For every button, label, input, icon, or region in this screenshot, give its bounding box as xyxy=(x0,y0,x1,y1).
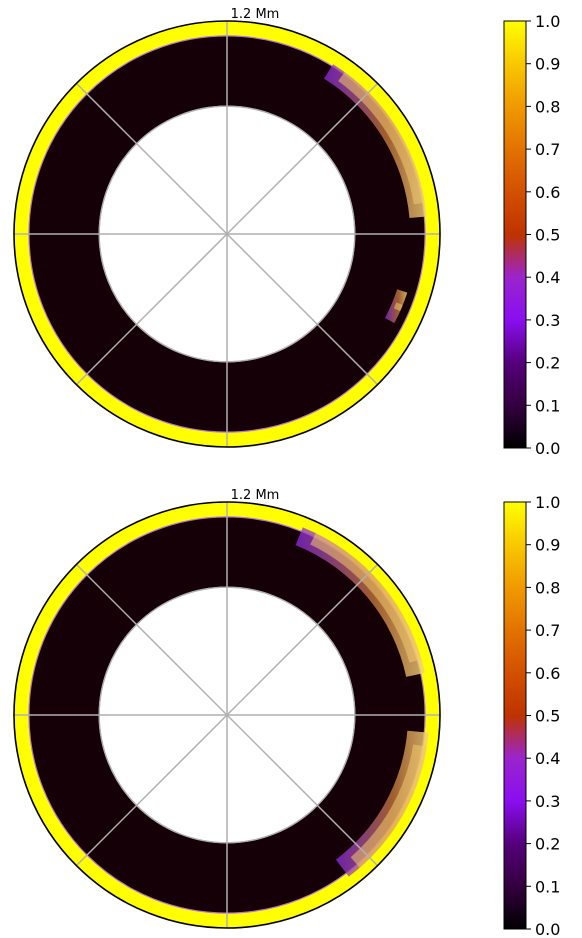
colorbar-tick-label: 0.7 xyxy=(535,621,560,640)
colorbar-tick-label: 0.6 xyxy=(535,183,560,202)
colorbar-tick-label: 1.0 xyxy=(535,493,560,512)
colorbar-tick-label: 0.3 xyxy=(535,792,560,811)
polar-frame xyxy=(13,20,441,448)
colorbar-tick-label: 0.4 xyxy=(535,749,560,768)
grid-spoke xyxy=(75,233,228,386)
colorbar-tick-label: 1.0 xyxy=(535,12,560,31)
colorbar-tick-label: 0.1 xyxy=(535,396,560,415)
feature-streak-0 xyxy=(295,527,425,677)
colorbar-tick-label: 0.9 xyxy=(535,536,560,555)
colorbar-tick-label: 0.1 xyxy=(535,877,560,896)
grid-circle xyxy=(98,586,356,844)
colorbar-tick-label: 0.0 xyxy=(535,920,560,938)
colorbar-gradient xyxy=(503,501,527,930)
grid-spoke xyxy=(226,563,379,716)
colorbar-tick-label: 0.2 xyxy=(535,354,560,373)
colorbar-bottom: 0.0 0.1 0.2 0.3 0.4 0.5 0.6 0.7 0.8 0.9 1.0 xyxy=(503,493,560,938)
colorbar-top: 0.0 0.1 0.2 0.3 0.4 0.5 0.6 0.7 0.8 0.9 1.0 xyxy=(503,12,560,458)
colorbar-gradient xyxy=(503,20,527,449)
grid-spoke xyxy=(226,233,379,386)
colorbar-tick-label: 0.4 xyxy=(535,268,560,287)
feature-core-0 xyxy=(338,72,425,205)
grid-spoke xyxy=(226,714,379,867)
grid-spoke xyxy=(75,714,228,867)
grid-spoke xyxy=(75,82,228,235)
feature-core-1 xyxy=(393,302,403,312)
colorbar-tick-label: 0.8 xyxy=(535,97,560,116)
colorbar-tick-label: 0.3 xyxy=(535,311,560,330)
colorbar-tick-label: 0.5 xyxy=(535,707,560,726)
colorbar-tick-label: 0.9 xyxy=(535,55,560,74)
feature-streak-1 xyxy=(335,730,429,877)
colorbar-tick-label: 0.8 xyxy=(535,578,560,597)
grid-circle xyxy=(98,105,356,363)
feature-core-0 xyxy=(310,533,422,663)
top-radius-label: 1.2 Mm xyxy=(231,7,280,22)
colorbar-tick-label: 0.2 xyxy=(535,835,560,854)
top-radius-label: 1.2 Mm xyxy=(231,488,280,503)
polar-plot-top: 1.2 Mm xyxy=(13,7,441,448)
colorbar-tick-label: 0.7 xyxy=(535,140,560,159)
grid-spoke xyxy=(226,82,379,235)
polar-plot-bottom: 1.2 Mm xyxy=(13,488,441,929)
grid-spoke xyxy=(75,563,228,716)
polar-frame xyxy=(13,501,441,929)
colorbar-tick-label: 0.6 xyxy=(535,664,560,683)
feature-core-1 xyxy=(350,744,427,868)
colorbar-tick-label: 0.0 xyxy=(535,439,560,458)
colorbar-tick-label: 0.5 xyxy=(535,226,560,245)
